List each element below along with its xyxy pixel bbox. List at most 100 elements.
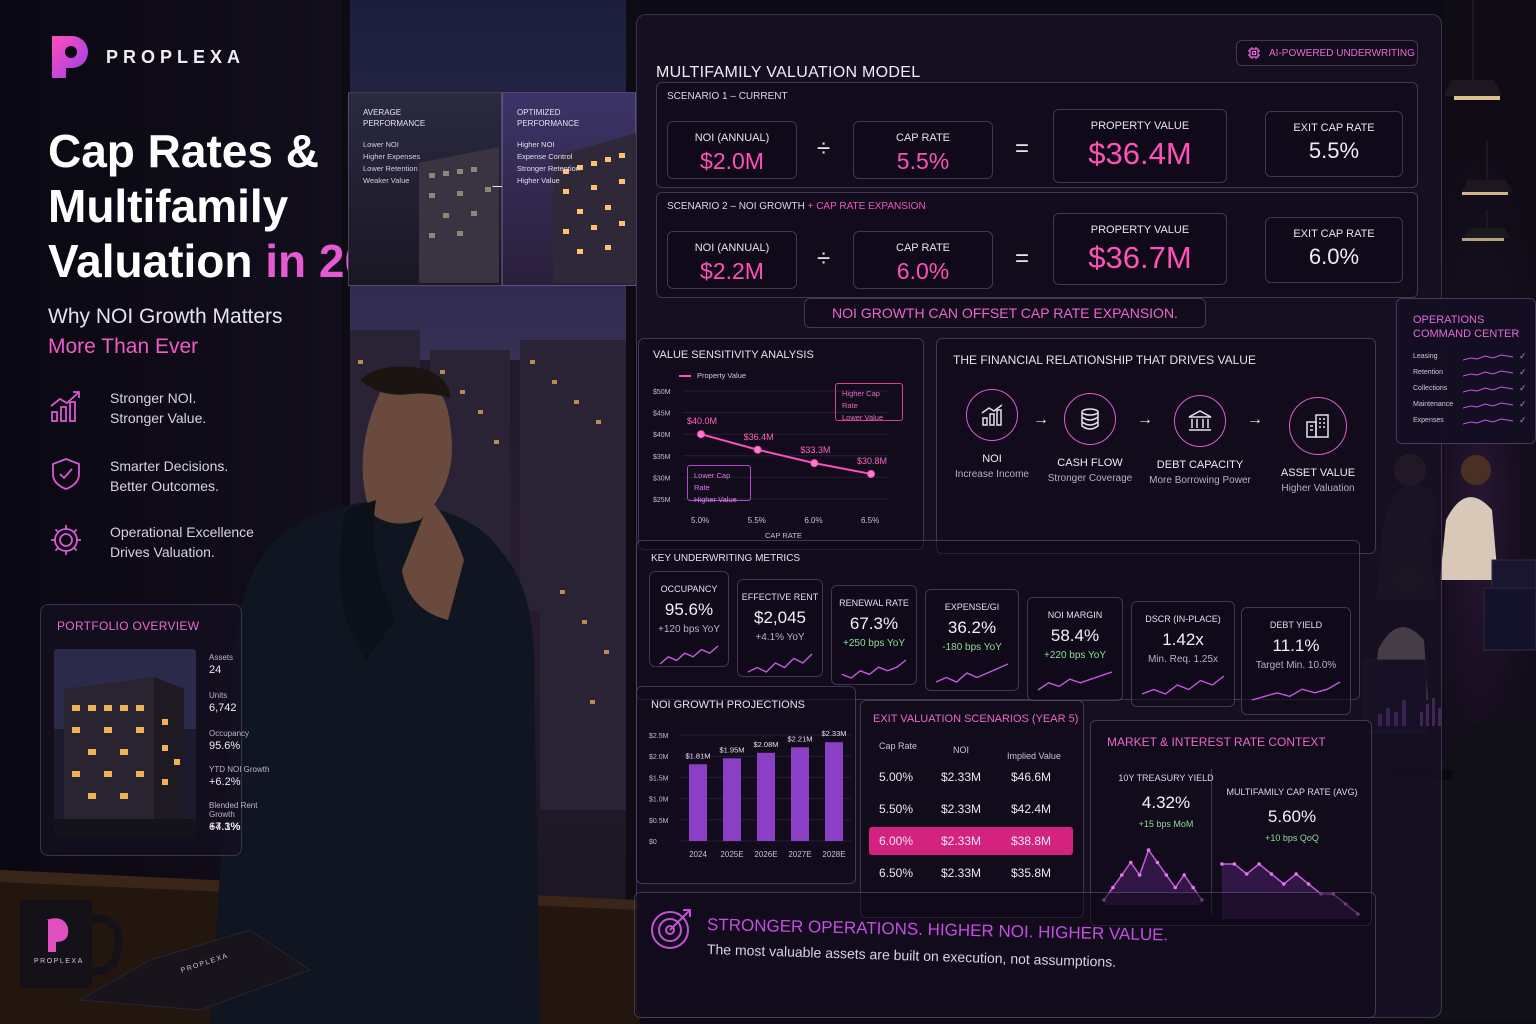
equals-symbol: = — [1015, 135, 1030, 162]
lower-cap-rate-note: Lower Cap Rate Higher Value — [687, 465, 751, 504]
relation-noi: NOI Increase Income — [937, 389, 1047, 480]
stat-value: 95.6% — [209, 740, 241, 752]
stat-value: 67.3% — [209, 821, 241, 833]
sensitivity-legend: Property Value — [679, 371, 746, 380]
metric-sparkline — [841, 659, 907, 679]
y-tick-label: $1.5M — [649, 775, 669, 782]
legend-label: Property Value — [697, 371, 747, 380]
y-tick-label: $0 — [649, 839, 657, 846]
ops-item-label: Expenses — [1413, 417, 1444, 424]
scenario-2-noi-cell: NOI (ANNUAL) $2.2M — [667, 231, 797, 289]
treasury-spark-point — [1173, 885, 1178, 890]
noi-label: NOI (ANNUAL) — [694, 242, 770, 254]
data-label: $36.4M — [744, 432, 774, 442]
data-label: $30.8M — [857, 456, 887, 466]
metric-sparkline — [1141, 675, 1225, 695]
portfolio-overview-card: PORTFOLIO OVERVIEW Assets 24 Units 6,742 O… — [40, 604, 269, 856]
ops-sparkline-path — [1463, 354, 1513, 361]
sparkline-path — [935, 663, 1009, 683]
ops-sparkline — [1463, 386, 1513, 393]
property-value: $36.7M — [1088, 240, 1192, 275]
portfolio-stat-noi-growth: YTD NOI Growth +6.2% — [209, 765, 279, 788]
noi-bar — [689, 764, 707, 841]
scenario-2-value-cell: PROPERTY VALUE $36.7M — [1053, 213, 1227, 285]
sparkline-path — [841, 659, 907, 679]
relation-cash-flow: CASH FLOW Stronger Coverage — [1035, 393, 1145, 484]
target-icon — [651, 909, 691, 949]
ops-item-label: Leasing — [1413, 353, 1438, 360]
metric-value: 67.3% — [849, 614, 899, 633]
perf-opt-title-2: PERFORMANCE — [517, 119, 580, 128]
metric-card: DSCR (IN-PLACE) 1.42x Min. Req. 1.25x — [1131, 601, 1235, 707]
portfolio-title: PORTFOLIO OVERVIEW — [57, 619, 200, 633]
x-tick-label: 2026E — [754, 850, 777, 859]
ops-title: OPERATIONS COMMAND CENTER — [1413, 313, 1519, 341]
stat-label: Units — [209, 691, 228, 700]
cap-rate-avg-block: MULTIFAMILY CAP RATE (AVG) 5.60% +10 bps… — [1217, 787, 1367, 843]
exit-row: 5.50% $2.33M $42.4M — [869, 795, 1073, 823]
y-tick-label: $35M — [653, 454, 671, 461]
treasury-spark-point — [1111, 885, 1115, 890]
market-context-card: MARKET & INTEREST RATE CONTEXT 10Y TREAS… — [1090, 720, 1372, 926]
treasury-spark-area — [1104, 850, 1202, 905]
offset-note: NOI GROWTH CAN OFFSET CAP RATE EXPANSION… — [804, 298, 1206, 328]
exit-noi: $2.33M — [941, 834, 982, 848]
treasury-spark-line — [1103, 848, 1203, 901]
metric-label: DEBT YIELD — [1269, 620, 1323, 630]
relation-item-name: DEBT CAPACITY — [1156, 459, 1244, 471]
chip-icon — [1248, 47, 1260, 59]
y-tick-label: $45M — [653, 411, 671, 418]
exit-noi: $2.33M — [941, 866, 982, 880]
portfolio-stat-rent-growth: Blended Rent Growth +4.1% — [209, 801, 279, 833]
metric-delta: Target Min. 10.0% — [1255, 660, 1337, 671]
x-tick-label: 2028E — [822, 850, 845, 859]
bar-data-label: $2.21M — [787, 734, 812, 743]
perf-opt-item: Higher Value — [517, 176, 560, 185]
y-tick-label: $50M — [653, 389, 671, 396]
metric-card: EFFECTIVE RENT $2,045 +4.1% YoY — [737, 579, 823, 677]
metrics-title: KEY UNDERWRITING METRICS — [651, 553, 801, 564]
exit-cap: 6.50% — [879, 866, 914, 880]
check-icon: ✓ — [1519, 367, 1527, 377]
operations-command-center: OPERATIONS COMMAND CENTER Leasing ✓ Retenti… — [1396, 298, 1536, 444]
stat-label: YTD NOI Growth — [209, 765, 270, 774]
footer-sub: The most valuable assets are built on ex… — [706, 941, 1117, 970]
portfolio-stat-occupancy: Occupancy 95.6% — [209, 729, 279, 752]
scenario-1-exit-cell: EXIT CAP RATE 5.5% — [1265, 111, 1403, 177]
exit-cap: 5.50% — [879, 802, 914, 816]
metric-sparkline — [1037, 671, 1113, 691]
metric-value: 1.42x — [1162, 630, 1204, 649]
treasury-spark-point — [1146, 848, 1151, 852]
feature-1-line-1: Stronger NOI. — [110, 390, 197, 406]
feature-3-line-1: Operational Excellence — [110, 524, 254, 540]
sensitivity-chart: $50M $45M $40M $35M $30M $25M $40.0M 5.0% $36.4M… — [653, 389, 889, 525]
noi-bar — [723, 758, 741, 841]
stat-value: 24 — [209, 664, 222, 676]
feature-smarter-decisions: Smarter Decisions. Better Outcomes. — [48, 456, 228, 496]
headline-line-2: Multifamily — [48, 180, 289, 232]
check-icon: ✓ — [1519, 351, 1527, 361]
exit-value: $42.4M — [1011, 802, 1052, 816]
exit-cap: 5.00% — [879, 770, 914, 784]
metric-label: EXPENSE/GI — [944, 602, 1000, 612]
perf-avg-item: Lower NOI — [363, 140, 399, 149]
ops-sparkline-path — [1463, 370, 1513, 377]
feature-operational-excellence: Operational Excellence Drives Valuation. — [48, 522, 254, 562]
treasury-spark-point — [1182, 873, 1186, 877]
y-tick-label: $25M — [653, 497, 671, 504]
noi-value: $2.0M — [700, 148, 764, 174]
noi-label: NOI (ANNUAL) — [694, 132, 770, 144]
noi-growth-card: NOI GROWTH PROJECTIONS $2.5M $2.0M $1.5M $1… — [636, 686, 856, 884]
metric-delta: +120 bps YoY — [657, 624, 720, 635]
page-headline: Cap Rates & Multifamily Valuation in 202… — [48, 124, 468, 289]
data-point — [867, 469, 875, 478]
divide-symbol: ÷ — [817, 245, 831, 272]
perf-opt-item: Expense Control — [517, 152, 573, 161]
ops-item-label: Retention — [1413, 369, 1443, 376]
x-tick-label: 5.5% — [748, 516, 766, 525]
ops-title-1: OPERATIONS — [1413, 314, 1485, 326]
exit-noi: $2.33M — [941, 802, 982, 816]
scenario-2-title-main: SCENARIO 2 – NOI GROWTH — [667, 201, 808, 212]
sparkline-path — [747, 653, 813, 673]
treasury-spark-point — [1191, 885, 1195, 890]
